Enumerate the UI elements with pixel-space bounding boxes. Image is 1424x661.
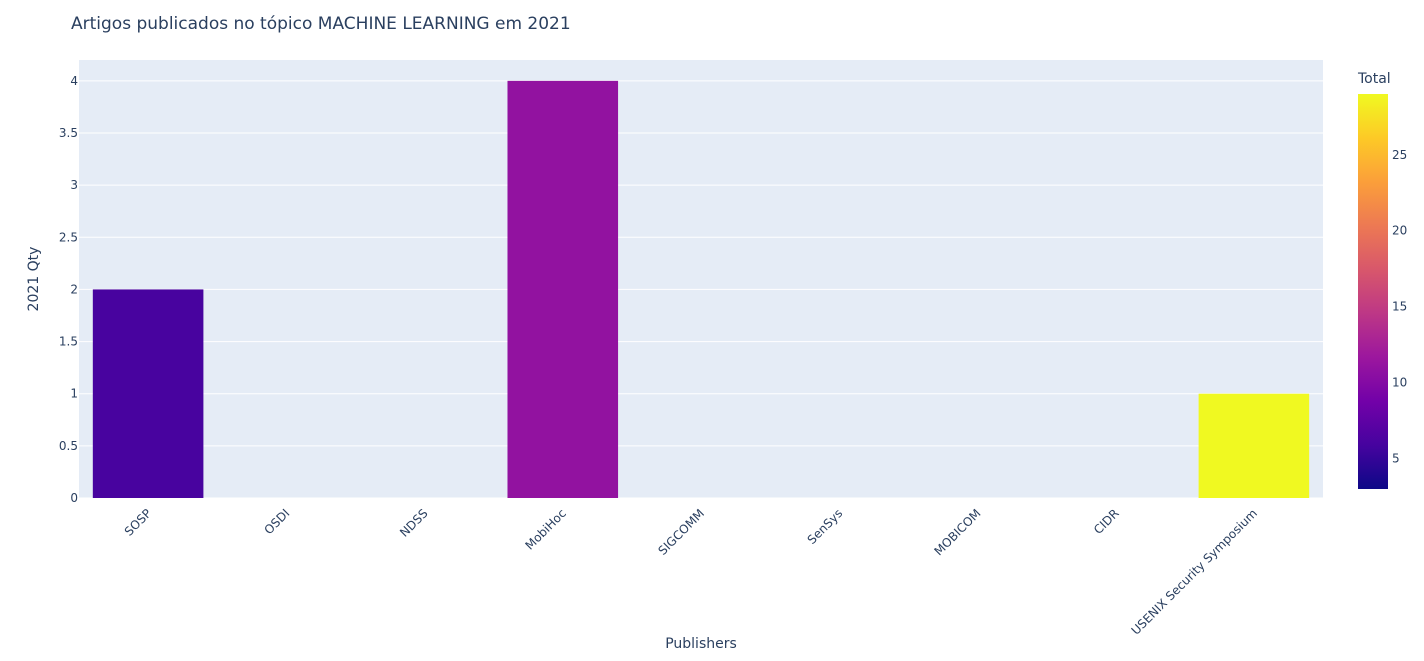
x-tick-label: USENIX Security Symposium	[1129, 506, 1260, 637]
y-tick-label: 1	[70, 387, 78, 401]
bar	[1198, 393, 1310, 498]
plot-area	[79, 60, 1323, 498]
y-axis-title: 2021 Qty	[26, 247, 42, 312]
y-tick-label: 0.5	[59, 439, 78, 453]
x-tick-label: SOSP	[122, 506, 154, 538]
x-tick-label: CIDR	[1091, 506, 1122, 537]
x-axis-title: Publishers	[665, 636, 737, 652]
x-tick-label: SenSys	[805, 506, 846, 547]
colorbar	[1358, 94, 1388, 489]
x-tick-label: MOBICOM	[931, 506, 983, 558]
x-tick-label: OSDI	[261, 506, 292, 537]
x-tick-label: MobiHoc	[523, 506, 569, 552]
bars	[92, 80, 1310, 498]
bar	[92, 289, 204, 498]
y-tick-label: 0	[70, 491, 78, 505]
x-tick-label: SIGCOMM	[656, 506, 708, 558]
colorbar-tick-label: 10	[1392, 376, 1407, 390]
y-tick-label: 4	[70, 74, 78, 88]
colorbar-tick-label: 25	[1392, 148, 1407, 162]
x-tick-labels: SOSP OSDI NDSS MobiHoc SIGCOMM SenSys MOBICOM C…	[122, 506, 1260, 637]
colorbar-tick-label: 20	[1392, 224, 1407, 238]
bar	[507, 80, 619, 498]
y-tick-label: 3.5	[59, 126, 78, 140]
colorbar-tick-label: 15	[1392, 300, 1407, 314]
colorbar-tick-label: 5	[1392, 452, 1400, 466]
gridlines	[79, 80, 1323, 499]
chart-title: Artigos publicados no tópico MACHINE LEA…	[71, 14, 571, 34]
colorbar-tick-labels: 5 10 15 20 25	[1392, 148, 1407, 466]
y-tick-label: 2.5	[59, 230, 78, 244]
colorbar-title: Total	[1357, 71, 1391, 87]
y-tick-label: 2	[70, 282, 78, 296]
y-tick-label: 3	[70, 178, 78, 192]
y-tick-label: 1.5	[59, 335, 78, 349]
x-tick-label: NDSS	[397, 506, 431, 540]
y-tick-labels: 0 0.5 1 1.5 2 2.5 3 3.5 4	[59, 74, 78, 505]
